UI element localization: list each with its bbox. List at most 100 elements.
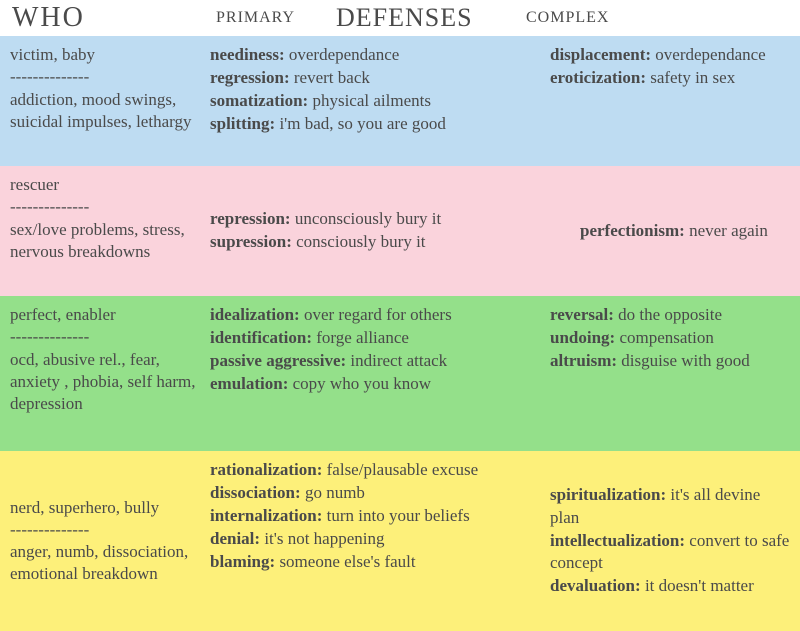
def-desc: do the opposite [614,305,722,324]
def-line: displacement: overdependance [550,44,790,67]
def-term: devaluation: [550,576,641,595]
who-divider: -------------- [10,521,202,540]
def-line: neediness: overdependance [210,44,540,67]
row-victim: victim, baby -------------- addiction, m… [0,36,800,166]
def-desc: revert back [290,68,370,87]
def-term: blaming: [210,552,275,571]
def-term: splitting: [210,114,275,133]
def-term: repression: [210,209,291,228]
header-row: WHO PRIMARY DEFENSES COMPLEX [0,0,800,36]
def-term: idealization: [210,305,300,324]
def-term: eroticization: [550,68,646,87]
def-term: passive aggressive: [210,351,346,370]
header-who: WHO [8,2,216,34]
def-line: blaming: someone else's fault [210,551,540,574]
def-desc: i'm bad, so you are good [275,114,446,133]
def-desc: it's not happening [260,529,384,548]
def-line: altruism: disguise with good [550,350,790,373]
def-line: emulation: copy who you know [210,373,540,396]
complex-cell: reversal: do the opposite undoing: compe… [550,304,790,443]
header-complex: COMPLEX [526,9,609,27]
def-term: perfectionism: [580,221,685,240]
who-bottom: ocd, abusive rel., fear, anxiety , phobi… [10,349,202,415]
def-desc: overdependance [285,45,400,64]
who-divider: -------------- [10,328,202,347]
header-defenses: DEFENSES [336,3,526,33]
def-desc: overdependance [651,45,766,64]
def-desc: safety in sex [646,68,735,87]
def-term: internalization: [210,506,322,525]
who-top: nerd, superhero, bully [10,497,202,519]
def-term: intellectualization: [550,531,685,550]
def-desc: compensation [615,328,714,347]
def-term: displacement: [550,45,651,64]
complex-cell: displacement: overdependance eroticizati… [550,44,790,158]
who-bottom: addiction, mood swings, suicidal impulse… [10,89,202,133]
who-cell: victim, baby -------------- addiction, m… [10,44,210,158]
row-rescuer: rescuer -------------- sex/love problems… [0,166,800,296]
complex-cell: spiritualization: it's all devine plan i… [550,459,790,623]
def-term: spiritualization: [550,485,666,504]
def-line: denial: it's not happening [210,528,540,551]
row-perfect: perfect, enabler -------------- ocd, abu… [0,296,800,451]
def-desc: physical ailments [308,91,431,110]
primary-cell: repression: unconsciously bury it supres… [210,174,550,288]
who-top: rescuer [10,174,202,196]
def-term: regression: [210,68,290,87]
def-term: altruism: [550,351,617,370]
def-desc: indirect attack [346,351,447,370]
def-desc: false/plausable excuse [322,460,478,479]
def-term: identification: [210,328,312,347]
def-desc: over regard for others [300,305,452,324]
def-line: idealization: over regard for others [210,304,540,327]
def-desc: never again [685,221,768,240]
who-top: victim, baby [10,44,202,66]
def-term: neediness: [210,45,285,64]
def-term: supression: [210,232,292,251]
complex-cell: perfectionism: never again [550,174,790,288]
row-nerd: nerd, superhero, bully -------------- an… [0,451,800,631]
def-line: passive aggressive: indirect attack [210,350,540,373]
who-divider: -------------- [10,198,202,217]
who-cell: perfect, enabler -------------- ocd, abu… [10,304,210,443]
def-line: spiritualization: it's all devine plan [550,484,790,530]
def-line: dissociation: go numb [210,482,540,505]
primary-cell: neediness: overdependance regression: re… [210,44,550,158]
def-line: reversal: do the opposite [550,304,790,327]
def-line: undoing: compensation [550,327,790,350]
def-desc: it doesn't matter [641,576,754,595]
who-divider: -------------- [10,68,202,87]
primary-cell: idealization: over regard for others ide… [210,304,550,443]
def-line: eroticization: safety in sex [550,67,790,90]
def-term: rationalization: [210,460,322,479]
def-term: emulation: [210,374,288,393]
def-desc: forge alliance [312,328,409,347]
def-line: devaluation: it doesn't matter [550,575,790,598]
def-line: somatization: physical ailments [210,90,540,113]
def-line: splitting: i'm bad, so you are good [210,113,540,136]
def-term: denial: [210,529,260,548]
def-desc: someone else's fault [275,552,415,571]
def-line: perfectionism: never again [580,220,790,243]
def-line: supression: consciously bury it [210,231,540,254]
def-desc: turn into your beliefs [322,506,469,525]
def-term: somatization: [210,91,308,110]
def-line: rationalization: false/plausable excuse [210,459,540,482]
def-line: repression: unconsciously bury it [210,208,540,231]
def-line: intellectualization: convert to safe con… [550,530,790,576]
def-term: dissociation: [210,483,301,502]
who-cell: nerd, superhero, bully -------------- an… [10,459,210,623]
header-primary: PRIMARY [216,9,336,27]
def-desc: go numb [301,483,365,502]
def-term: reversal: [550,305,614,324]
def-line: internalization: turn into your beliefs [210,505,540,528]
def-term: undoing: [550,328,615,347]
who-bottom: sex/love problems, stress, nervous break… [10,219,202,263]
who-bottom: anger, numb, dissociation, emotional bre… [10,541,202,585]
def-desc: consciously bury it [292,232,426,251]
def-desc: unconsciously bury it [291,209,442,228]
primary-cell: rationalization: false/plausable excuse … [210,459,550,623]
def-desc: disguise with good [617,351,750,370]
def-line: regression: revert back [210,67,540,90]
def-desc: copy who you know [288,374,431,393]
